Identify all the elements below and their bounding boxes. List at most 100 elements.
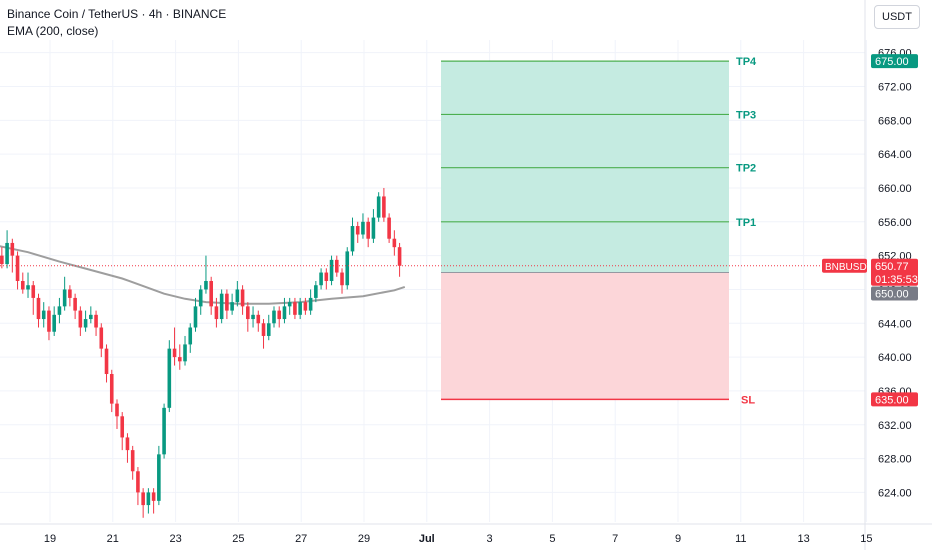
- candle[interactable]: [188, 323, 193, 353]
- candle[interactable]: [324, 268, 329, 290]
- symbol-tag-bg: [822, 258, 867, 273]
- candle-body: [157, 454, 161, 501]
- candle[interactable]: [371, 209, 376, 243]
- candle[interactable]: [350, 217, 355, 256]
- candle[interactable]: [20, 272, 25, 294]
- symbol-tag: BNBUSDT: [825, 262, 873, 273]
- candle[interactable]: [151, 488, 156, 514]
- candle[interactable]: [26, 272, 30, 298]
- y-tick-label: 664.00: [878, 149, 912, 161]
- candle-body: [261, 323, 266, 336]
- candle[interactable]: [293, 297, 297, 320]
- candle[interactable]: [376, 192, 381, 222]
- candle[interactable]: [99, 323, 104, 358]
- candle[interactable]: [392, 230, 397, 256]
- candle[interactable]: [266, 314, 271, 341]
- candle[interactable]: [246, 302, 250, 332]
- candle[interactable]: [272, 306, 276, 328]
- x-tick-label: 15: [860, 533, 872, 545]
- candle[interactable]: [177, 344, 182, 370]
- candle[interactable]: [329, 255, 334, 286]
- candle[interactable]: [125, 433, 130, 463]
- candle[interactable]: [251, 306, 255, 328]
- candle[interactable]: [219, 289, 224, 324]
- candle[interactable]: [240, 285, 245, 315]
- candle[interactable]: [78, 306, 83, 336]
- candle[interactable]: [235, 281, 240, 307]
- candle[interactable]: [115, 399, 119, 429]
- candle-body: [141, 492, 145, 506]
- candle[interactable]: [198, 285, 203, 315]
- candle[interactable]: [277, 306, 282, 328]
- candle[interactable]: [209, 276, 213, 315]
- candle-body: [104, 348, 109, 375]
- candle[interactable]: [387, 213, 391, 243]
- candle[interactable]: [146, 488, 151, 514]
- candle[interactable]: [282, 297, 287, 324]
- candle[interactable]: [361, 213, 365, 239]
- candle[interactable]: [340, 268, 344, 294]
- candle[interactable]: [10, 238, 15, 273]
- candle[interactable]: [130, 445, 135, 480]
- candle[interactable]: [0, 247, 4, 269]
- candle[interactable]: [230, 293, 234, 315]
- candle-body: [151, 492, 156, 501]
- candle[interactable]: [73, 293, 77, 320]
- candle[interactable]: [308, 289, 313, 315]
- candle[interactable]: [157, 445, 161, 506]
- indicator-legend[interactable]: EMA (200, close): [7, 24, 99, 38]
- candle[interactable]: [89, 306, 93, 324]
- candle[interactable]: [57, 297, 62, 324]
- candle[interactable]: [62, 276, 67, 311]
- candle[interactable]: [319, 268, 323, 290]
- candle[interactable]: [104, 344, 109, 383]
- candle[interactable]: [225, 289, 229, 320]
- currency-button[interactable]: USDT: [874, 5, 920, 29]
- candle[interactable]: [31, 281, 36, 315]
- candle[interactable]: [287, 297, 292, 315]
- candle-body: [47, 310, 51, 332]
- candle[interactable]: [47, 306, 51, 341]
- candle-body: [188, 327, 193, 345]
- candle[interactable]: [214, 297, 219, 328]
- candle[interactable]: [41, 302, 46, 328]
- candle[interactable]: [167, 340, 172, 413]
- candle[interactable]: [120, 412, 125, 451]
- candle[interactable]: [172, 327, 177, 366]
- candle[interactable]: [136, 467, 140, 506]
- candle[interactable]: [141, 488, 145, 518]
- candle-body: [198, 289, 203, 307]
- candle[interactable]: [83, 310, 88, 332]
- candle[interactable]: [204, 255, 208, 294]
- candle[interactable]: [298, 297, 302, 320]
- candle[interactable]: [183, 335, 187, 366]
- candle[interactable]: [15, 251, 20, 290]
- candle-body: [272, 310, 276, 324]
- candle-body: [68, 289, 72, 298]
- candle[interactable]: [162, 403, 166, 459]
- candle[interactable]: [52, 306, 56, 336]
- candle-body: [89, 314, 93, 320]
- candle-body: [287, 302, 292, 307]
- candle[interactable]: [68, 285, 72, 307]
- candle-body: [57, 306, 62, 315]
- candle[interactable]: [5, 230, 9, 269]
- candle[interactable]: [261, 319, 266, 349]
- candle-body: [26, 285, 30, 290]
- candle[interactable]: [366, 217, 370, 248]
- candle[interactable]: [397, 242, 402, 277]
- candle[interactable]: [36, 293, 41, 328]
- candle[interactable]: [314, 281, 318, 303]
- target-label-tp4: TP4: [736, 56, 757, 68]
- candle[interactable]: [94, 310, 98, 336]
- candle[interactable]: [303, 297, 308, 315]
- candle[interactable]: [193, 297, 198, 332]
- candle[interactable]: [382, 187, 386, 222]
- candle[interactable]: [256, 310, 261, 332]
- candle[interactable]: [355, 221, 360, 243]
- candle[interactable]: [109, 369, 114, 413]
- candle-body: [282, 306, 287, 320]
- candle[interactable]: [345, 247, 350, 290]
- stop-label: SL: [741, 394, 755, 406]
